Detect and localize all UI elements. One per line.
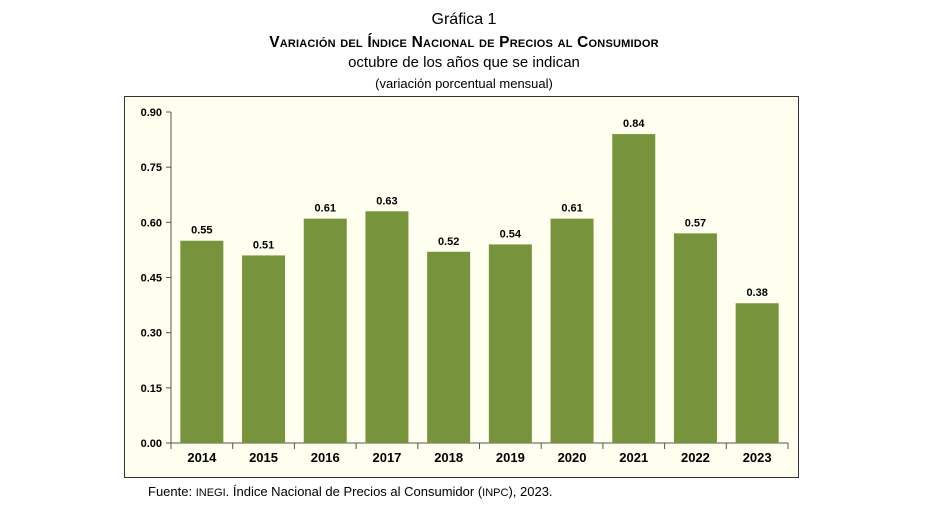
bar-value-label: 0.52 — [438, 236, 459, 248]
chart-area: 0.00 0.15 0.30 0.45 0.60 0.75 0.90 0.55 2014 0.51… — [124, 96, 799, 478]
x-category-label: 2015 — [249, 450, 278, 465]
bar — [673, 233, 717, 443]
bar-value-label: 0.51 — [253, 239, 274, 251]
x-category-label: 2020 — [558, 450, 587, 465]
bar-value-label: 0.61 — [315, 203, 336, 215]
bar — [303, 218, 347, 443]
source-suffix: ), 2023. — [508, 484, 553, 499]
chart-units-note: (variación porcentual mensual) — [375, 76, 553, 91]
bar-value-label: 0.38 — [746, 287, 767, 299]
y-tick-label: 0.00 — [141, 438, 162, 450]
chart-subtitle: octubre de los años que se indican — [348, 54, 580, 71]
source-prefix: Fuente: — [148, 484, 196, 499]
x-category-label: 2017 — [372, 450, 401, 465]
x-category-label: 2022 — [681, 450, 710, 465]
bar — [488, 244, 532, 443]
chart-label: Gráfica 1 — [431, 11, 497, 28]
bar-value-label: 0.54 — [500, 228, 522, 240]
y-tick-label: 0.75 — [141, 162, 162, 174]
bar — [427, 251, 471, 443]
bar-value-label: 0.55 — [191, 225, 212, 237]
x-category-label: 2014 — [187, 450, 217, 465]
bar-value-label: 0.57 — [685, 217, 706, 229]
x-category-label: 2016 — [311, 450, 340, 465]
bar — [735, 303, 779, 443]
bar-value-label: 0.63 — [376, 195, 397, 207]
bar — [550, 218, 594, 443]
x-category-label: 2019 — [496, 450, 525, 465]
bar-chart: 0.00 0.15 0.30 0.45 0.60 0.75 0.90 0.55 2014 0.51… — [141, 107, 789, 465]
source-mid: . Índice Nacional de Precios al Consumid… — [225, 484, 483, 499]
source-abbr: INPC — [482, 487, 509, 499]
x-category-label: 2018 — [434, 450, 463, 465]
y-tick-label: 0.45 — [141, 273, 162, 285]
source-org: INEGI — [195, 487, 226, 499]
chart-title: Variación del Índice Nacional de Precios… — [269, 34, 659, 51]
y-tick-label: 0.90 — [141, 107, 162, 119]
y-tick-label: 0.15 — [141, 383, 162, 395]
bar — [242, 255, 286, 443]
source-note: Fuente: INEGI. Índice Nacional de Precio… — [148, 484, 553, 499]
bar-value-label: 0.84 — [623, 118, 645, 130]
bar — [365, 211, 409, 443]
bar — [180, 240, 224, 443]
x-category-label: 2023 — [743, 450, 772, 465]
y-tick-label: 0.30 — [141, 328, 162, 340]
bar — [612, 134, 656, 444]
bar-value-label: 0.61 — [561, 203, 582, 215]
y-tick-label: 0.60 — [141, 217, 162, 229]
x-category-label: 2021 — [619, 450, 648, 465]
